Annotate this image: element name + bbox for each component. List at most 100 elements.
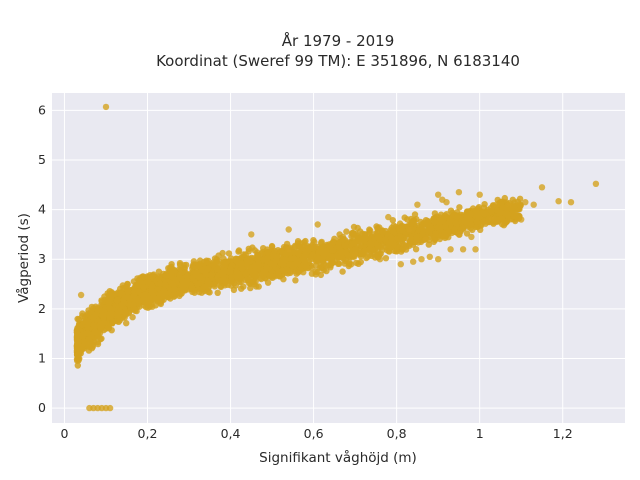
data-point: [248, 231, 255, 238]
data-point: [251, 247, 258, 254]
data-point: [350, 231, 358, 238]
data-point: [106, 304, 113, 312]
data-point: [234, 269, 241, 277]
y-tick-label: 5: [38, 152, 46, 167]
data-point: [73, 337, 81, 344]
data-point: [467, 220, 475, 228]
data-point: [130, 301, 137, 308]
data-point: [475, 214, 482, 221]
data-point: [518, 216, 525, 223]
data-point: [314, 221, 321, 228]
data-point: [230, 286, 238, 294]
data-point: [76, 346, 83, 353]
data-point: [390, 222, 397, 229]
data-point: [422, 236, 429, 243]
data-point: [441, 223, 449, 230]
data-point: [449, 209, 456, 216]
data-point: [413, 234, 420, 241]
data-point: [328, 256, 336, 264]
data-point: [435, 191, 442, 198]
y-tick-label: 1: [38, 350, 46, 365]
data-point: [314, 268, 321, 276]
data-point: [121, 294, 128, 301]
data-point: [136, 277, 144, 285]
data-point: [247, 284, 254, 292]
data-point: [431, 210, 439, 217]
data-point: [77, 291, 85, 299]
data-point: [414, 201, 421, 208]
data-point: [459, 246, 467, 253]
data-point: [264, 279, 272, 286]
data-point: [418, 256, 425, 263]
data-point: [503, 218, 511, 225]
data-point: [517, 202, 524, 210]
data-point: [426, 253, 433, 260]
data-point: [393, 248, 401, 255]
data-point: [105, 325, 113, 332]
data-point: [152, 295, 159, 303]
data-point: [308, 264, 315, 272]
x-tick-label: 0: [60, 426, 68, 441]
data-point: [516, 195, 524, 202]
data-point: [498, 215, 506, 223]
data-point: [477, 226, 484, 233]
data-point: [84, 310, 91, 318]
data-point: [226, 268, 234, 275]
data-point: [386, 248, 393, 255]
data-point: [592, 180, 600, 187]
data-point: [84, 329, 91, 337]
y-tick-label: 4: [38, 202, 46, 217]
data-point: [379, 227, 386, 235]
data-point: [204, 266, 211, 273]
data-point: [451, 226, 458, 233]
data-point: [357, 242, 365, 250]
data-point: [402, 246, 410, 253]
x-tick-label: 1: [476, 426, 484, 441]
data-point: [343, 228, 350, 235]
data-point: [99, 312, 106, 319]
data-point: [85, 347, 93, 354]
data-point: [350, 223, 358, 231]
data-point: [335, 241, 342, 248]
data-point: [239, 265, 246, 272]
data-point: [106, 295, 113, 302]
data-point: [399, 227, 406, 234]
data-point: [140, 284, 147, 291]
data-point: [530, 201, 537, 208]
data-point: [456, 204, 463, 211]
data-point: [255, 262, 262, 269]
data-point: [235, 247, 243, 254]
data-point: [410, 258, 417, 265]
data-point: [455, 189, 463, 196]
data-point: [341, 242, 349, 249]
data-point: [452, 219, 460, 227]
data-point: [116, 317, 124, 324]
data-point: [264, 255, 271, 262]
data-point: [219, 276, 226, 284]
chart-title-line2: Koordinat (Sweref 99 TM): E 351896, N 61…: [156, 52, 520, 70]
data-point: [97, 336, 104, 343]
data-point: [238, 285, 245, 292]
data-point: [567, 199, 575, 206]
data-point: [438, 216, 445, 224]
data-point: [401, 214, 408, 221]
data-point: [282, 257, 289, 264]
data-point: [455, 231, 463, 238]
data-point: [368, 241, 375, 248]
data-point: [295, 247, 302, 254]
data-points: [73, 103, 600, 412]
data-point: [254, 252, 262, 259]
data-point: [323, 267, 330, 275]
data-point: [170, 266, 177, 273]
data-point: [258, 275, 265, 283]
data-point: [472, 246, 479, 253]
data-point: [389, 227, 396, 235]
data-point: [200, 283, 208, 291]
data-point: [183, 277, 191, 284]
data-point: [385, 240, 392, 247]
data-point: [285, 246, 292, 253]
y-axis-label: Vågperiod (s): [15, 213, 32, 303]
data-point: [453, 213, 460, 220]
data-point: [389, 217, 396, 224]
data-point: [361, 247, 369, 254]
